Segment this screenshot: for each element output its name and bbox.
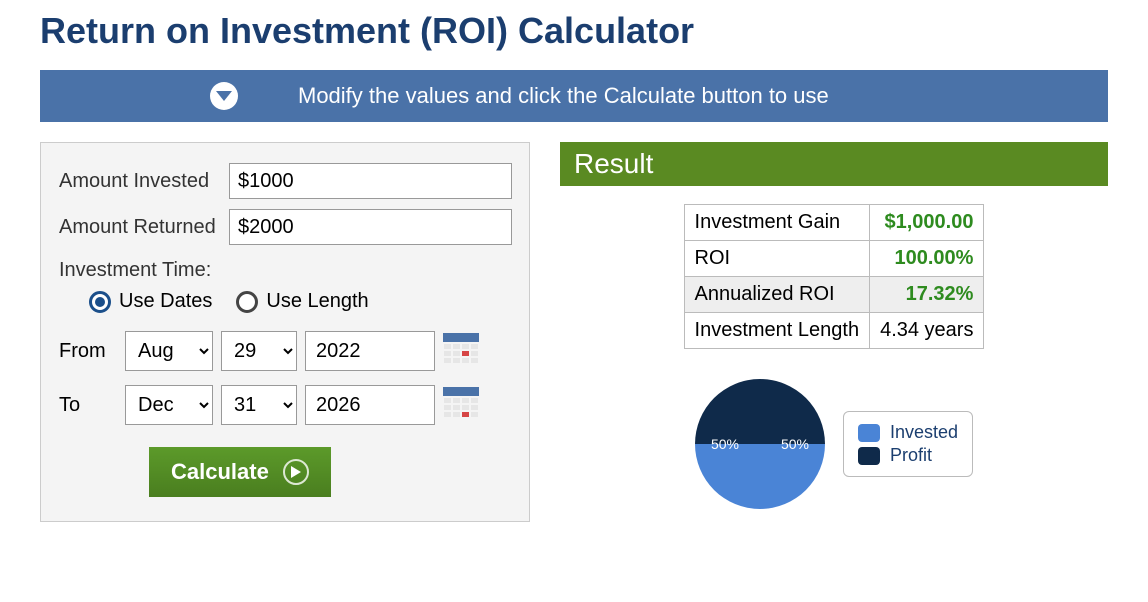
radio-use-dates-label: Use Dates (119, 290, 212, 313)
banner-dropdown-icon[interactable] (210, 82, 238, 110)
legend-swatch (858, 424, 880, 442)
table-row: Investment Length 4.34 years (684, 313, 984, 349)
result-header: Result (560, 142, 1108, 186)
input-form-panel: Amount Invested Amount Returned Investme… (40, 142, 530, 522)
instruction-banner: Modify the values and click the Calculat… (40, 70, 1108, 122)
to-year-input[interactable] (305, 385, 435, 425)
pie-slice-label: 50% (711, 436, 739, 452)
amount-returned-label: Amount Returned (59, 216, 229, 239)
calculate-button[interactable]: Calculate (149, 447, 331, 497)
chart-legend: Invested Profit (843, 411, 973, 477)
result-value: $1,000.00 (870, 205, 984, 241)
page-title: Return on Investment (ROI) Calculator (40, 10, 1108, 52)
calculate-button-label: Calculate (171, 459, 269, 485)
calculate-arrow-icon (283, 459, 309, 485)
result-label: Annualized ROI (684, 277, 870, 313)
result-label: Investment Gain (684, 205, 870, 241)
from-year-input[interactable] (305, 331, 435, 371)
banner-text: Modify the values and click the Calculat… (298, 83, 829, 109)
from-month-select[interactable]: Aug (125, 331, 213, 371)
to-day-select[interactable]: 31 (221, 385, 297, 425)
from-label: From (59, 340, 117, 363)
radio-use-length[interactable]: Use Length (236, 290, 368, 313)
result-panel: Result Investment Gain $1,000.00 ROI 100… (560, 142, 1108, 509)
table-row: Investment Gain $1,000.00 (684, 205, 984, 241)
result-table: Investment Gain $1,000.00 ROI 100.00% An… (684, 204, 985, 349)
legend-label: Invested (890, 422, 958, 443)
to-calendar-icon[interactable] (443, 387, 479, 423)
result-value: 4.34 years (870, 313, 984, 349)
from-day-select[interactable]: 29 (221, 331, 297, 371)
amount-invested-input[interactable] (229, 163, 512, 199)
investment-time-label: Investment Time: (59, 259, 511, 282)
legend-item: Invested (858, 422, 958, 443)
from-calendar-icon[interactable] (443, 333, 479, 369)
result-value: 100.00% (870, 241, 984, 277)
to-month-select[interactable]: Dec (125, 385, 213, 425)
table-row: Annualized ROI 17.32% (684, 277, 984, 313)
result-label: ROI (684, 241, 870, 277)
pie-slice-label: 50% (781, 436, 809, 452)
radio-use-length-label: Use Length (266, 290, 368, 313)
amount-invested-label: Amount Invested (59, 170, 229, 193)
radio-use-dates[interactable]: Use Dates (89, 290, 212, 313)
legend-item: Profit (858, 445, 958, 466)
pie-chart: 50% 50% (695, 379, 825, 509)
legend-swatch (858, 447, 880, 465)
amount-returned-input[interactable] (229, 209, 512, 245)
result-label: Investment Length (684, 313, 870, 349)
result-value: 17.32% (870, 277, 984, 313)
legend-label: Profit (890, 445, 932, 466)
table-row: ROI 100.00% (684, 241, 984, 277)
to-label: To (59, 394, 117, 417)
